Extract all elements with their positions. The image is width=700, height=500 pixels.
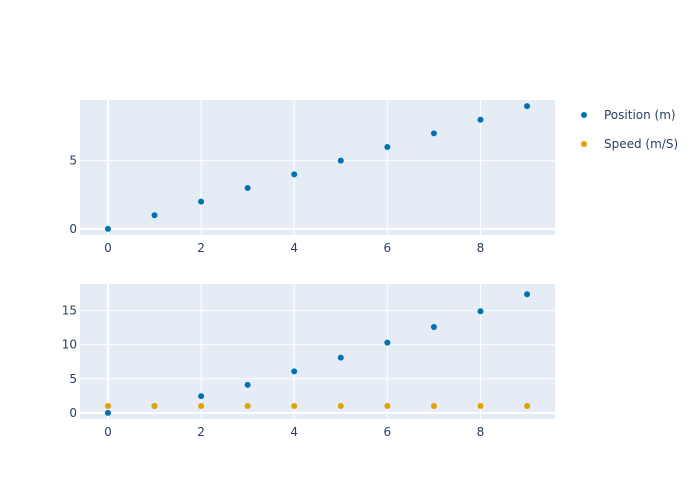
data-point-position-m — [430, 130, 437, 137]
y-tick-label: 15 — [62, 304, 77, 318]
x-tick-label: 2 — [197, 425, 205, 439]
data-point-speed-m-s — [430, 403, 437, 410]
data-point-position-m — [430, 323, 437, 330]
y-tick-label: 10 — [62, 338, 77, 352]
data-point-position-m — [151, 212, 158, 219]
y-tick-label: 0 — [69, 406, 77, 420]
data-point-position-m — [524, 291, 531, 298]
data-point-position-m — [104, 225, 111, 232]
subplot-position: 0 2 4 6 8 0 5 — [69, 100, 555, 255]
plot-area — [80, 284, 555, 419]
legend-label-speed: Speed (m/S) — [604, 137, 678, 151]
data-point-speed-m-s — [244, 403, 251, 410]
plot-area — [80, 100, 555, 235]
x-tick-label: 4 — [290, 241, 298, 255]
data-point-position-m — [291, 171, 298, 178]
legend-item-position[interactable]: Position (m) — [581, 108, 676, 122]
y-tick-label: 5 — [69, 372, 77, 386]
data-point-speed-m-s — [291, 403, 298, 410]
data-point-speed-m-s — [384, 403, 391, 410]
data-point-position-m — [244, 184, 251, 191]
data-point-position-m — [104, 409, 111, 416]
legend-label-position: Position (m) — [604, 108, 676, 122]
legend: Position (m) Speed (m/S) — [581, 108, 678, 151]
data-point-speed-m-s — [477, 403, 484, 410]
legend-marker-position — [581, 112, 587, 118]
data-point-position-m — [337, 157, 344, 164]
data-point-position-m — [524, 103, 531, 110]
x-tick-label: 6 — [384, 241, 392, 255]
data-point-speed-m-s — [151, 403, 158, 410]
data-point-position-m — [384, 144, 391, 151]
legend-item-speed[interactable]: Speed (m/S) — [581, 137, 678, 151]
legend-marker-speed — [581, 141, 587, 147]
data-point-position-m — [198, 393, 205, 400]
data-point-position-m — [337, 354, 344, 361]
subplot-position-speed: 0 2 4 6 8 0 5 10 15 — [62, 284, 555, 439]
data-point-speed-m-s — [198, 403, 205, 410]
x-tick-label: 8 — [477, 425, 485, 439]
data-point-position-m — [477, 116, 484, 123]
data-point-position-m — [477, 308, 484, 315]
y-tick-label: 5 — [69, 154, 77, 168]
x-tick-label: 0 — [104, 425, 112, 439]
data-point-position-m — [244, 381, 251, 388]
data-point-speed-m-s — [337, 403, 344, 410]
x-tick-label: 4 — [290, 425, 298, 439]
data-point-position-m — [198, 198, 205, 205]
y-tick-label: 0 — [69, 222, 77, 236]
x-tick-label: 0 — [104, 241, 112, 255]
data-point-speed-m-s — [104, 403, 111, 410]
data-point-position-m — [384, 339, 391, 346]
x-tick-label: 2 — [197, 241, 205, 255]
x-tick-label: 6 — [384, 425, 392, 439]
x-tick-label: 8 — [477, 241, 485, 255]
data-point-speed-m-s — [524, 403, 531, 410]
data-point-position-m — [291, 368, 298, 375]
